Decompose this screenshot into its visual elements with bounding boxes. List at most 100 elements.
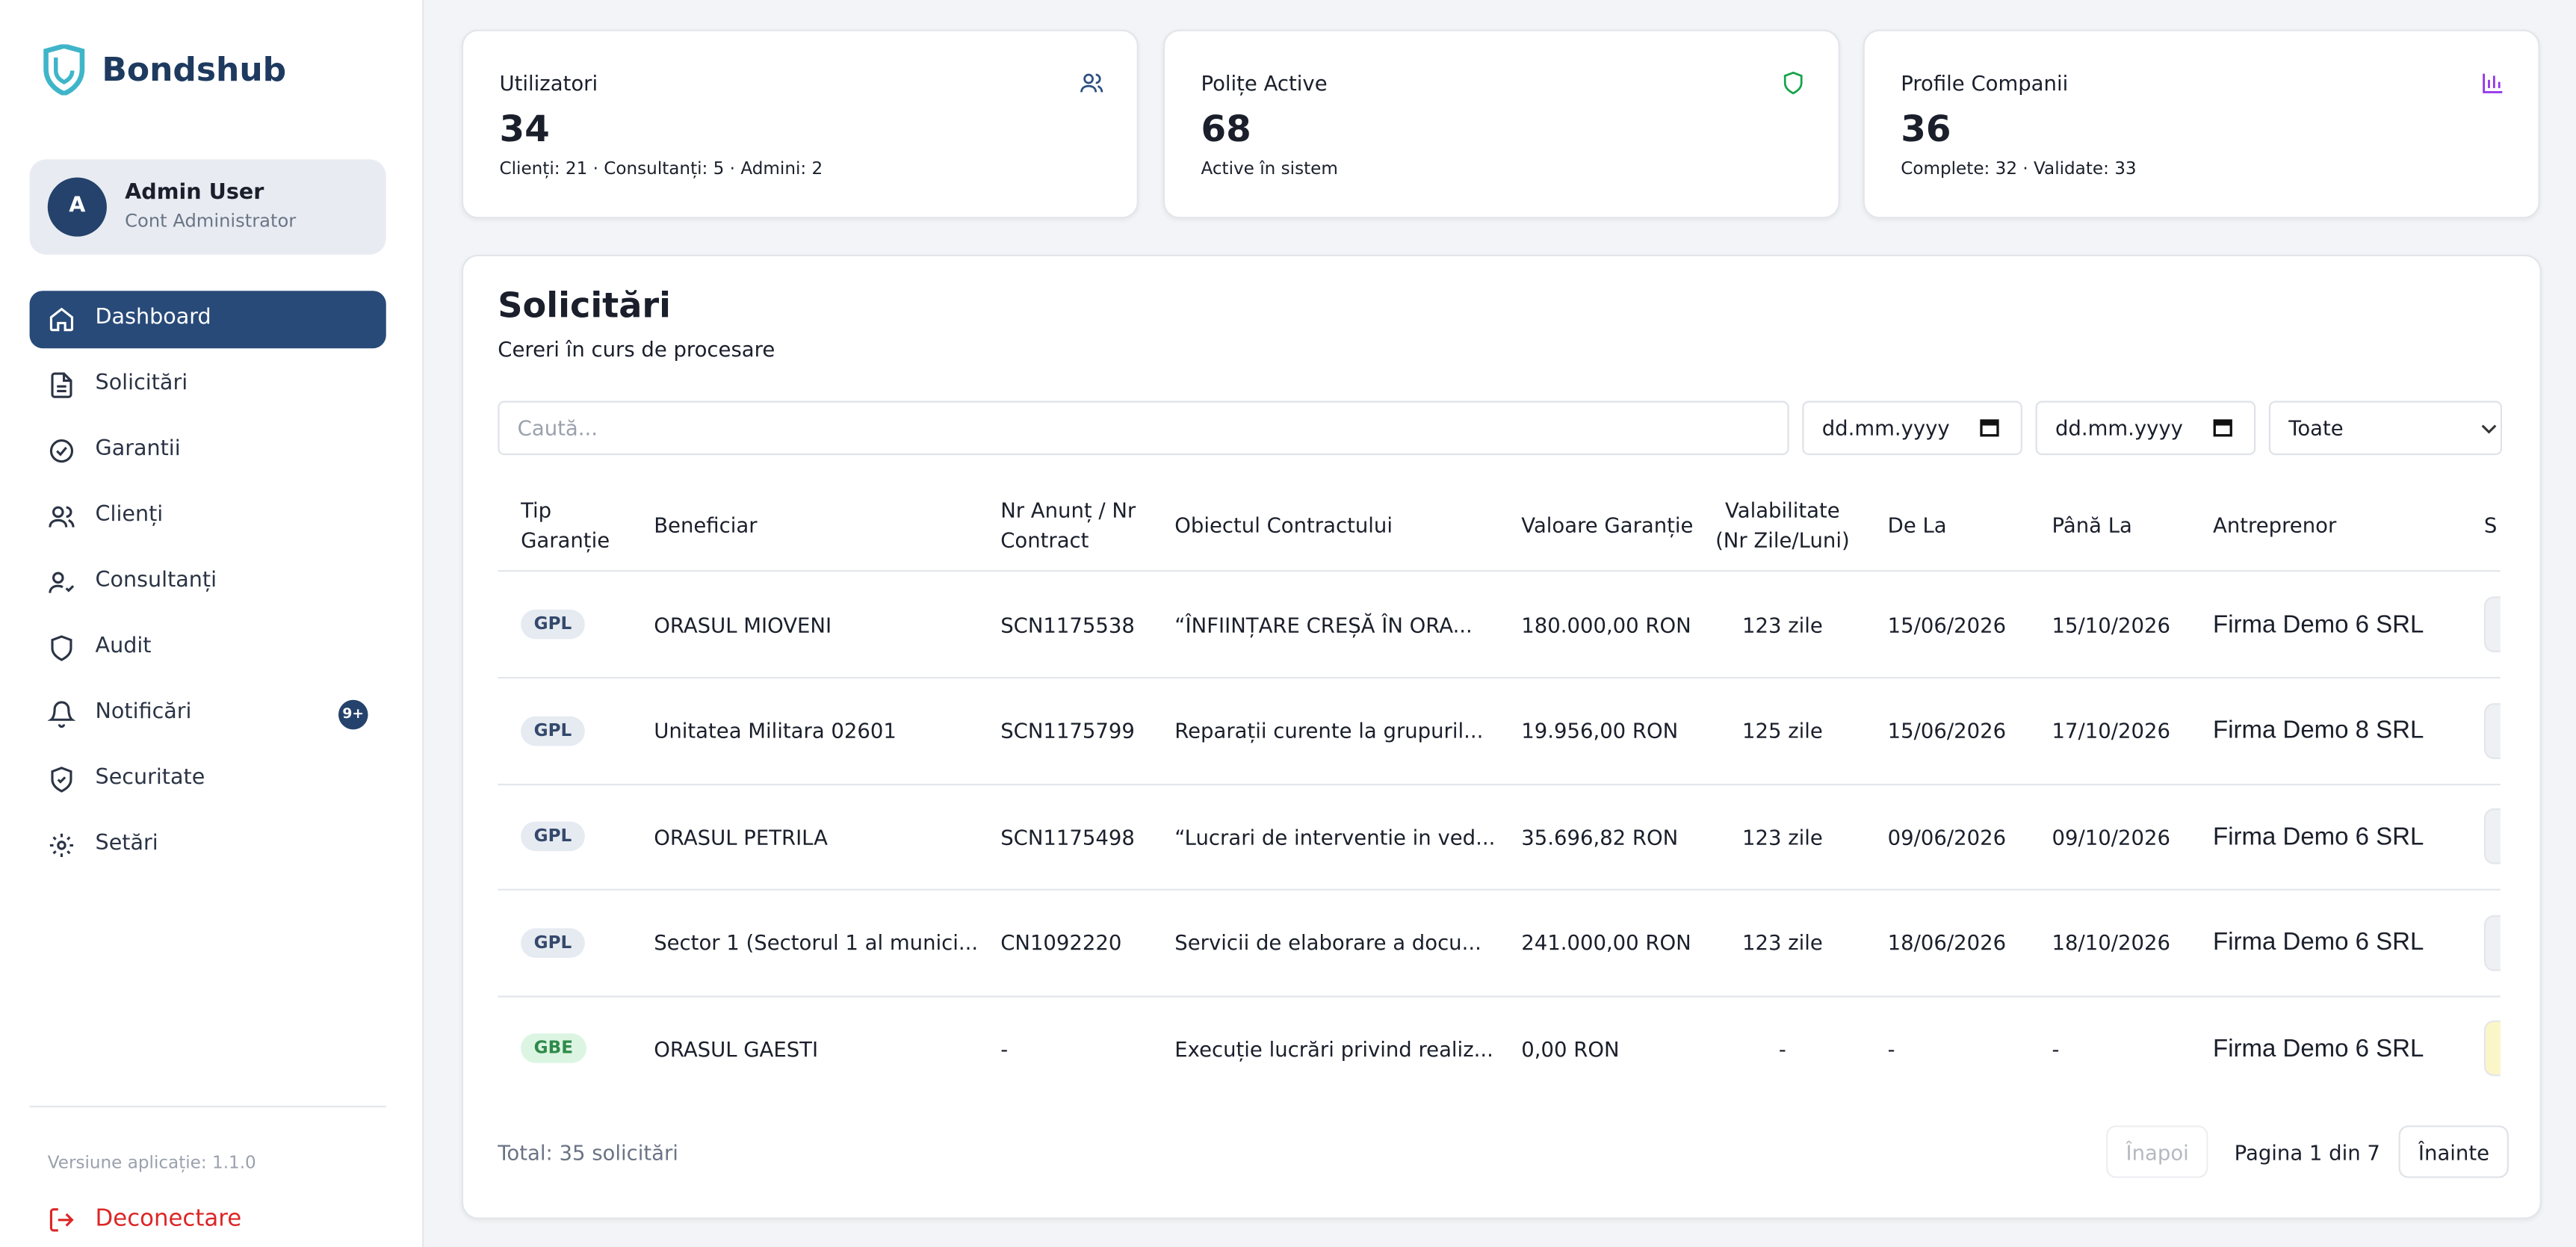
user-name: Admin User — [125, 180, 264, 205]
nav-item[interactable]: Dashboard — [29, 291, 386, 349]
avatar: A — [47, 177, 107, 237]
nav-badge: 9+ — [338, 699, 368, 730]
cell: 18/06/2026 — [1887, 930, 2007, 956]
cell: Firma Demo 6 SRL — [2213, 929, 2424, 957]
row-action[interactable] — [2483, 808, 2501, 865]
nav-label: Setări — [95, 831, 158, 856]
filter-select[interactable]: Toate — [2268, 400, 2503, 456]
nav-label: Audit — [95, 634, 152, 659]
cell: 15/10/2026 — [2052, 612, 2170, 637]
nav-item[interactable]: Securitate — [30, 751, 386, 808]
nav-label: Securitate — [95, 765, 205, 790]
logo-icon — [43, 44, 85, 96]
next-button[interactable]: Înainte — [2398, 1125, 2510, 1178]
stat-card: Polițe Active 68 Active în sistem — [1162, 29, 1840, 219]
cell: - — [2052, 1036, 2060, 1062]
cell: Firma Demo 6 SRL — [2213, 1035, 2424, 1063]
user-card[interactable]: A Admin User Cont Administrator — [29, 159, 386, 255]
nav-item[interactable]: Notificări 9+ — [30, 685, 386, 743]
nav-label: Clienți — [95, 502, 164, 527]
column-header: Până La — [2052, 513, 2132, 538]
cell: - — [1000, 1036, 1009, 1062]
prev-button[interactable]: Înapoi — [2106, 1125, 2209, 1178]
nav-item[interactable]: Garantii — [30, 422, 386, 480]
cell: ORASUL PETRILA — [654, 824, 828, 850]
cell: “ÎNFIINȚARE CREȘĂ ÎN ORA... — [1174, 612, 1473, 637]
nav-item[interactable]: Solicitări — [30, 356, 386, 414]
calendar-icon — [1980, 419, 1999, 437]
nav-label: Solicitări — [95, 371, 188, 396]
stat-value: 34 — [499, 110, 550, 152]
cell: CN1092220 — [1000, 930, 1122, 956]
cell: Firma Demo 6 SRL — [2213, 610, 2424, 639]
cell: Firma Demo 6 SRL — [2213, 823, 2424, 851]
nav-icon — [49, 439, 74, 463]
nav-icon — [49, 572, 75, 593]
column-header: De La — [1887, 513, 1947, 538]
logout[interactable]: Deconectare — [95, 1206, 242, 1233]
nav-item[interactable]: Consultanți — [30, 554, 386, 611]
cell: 15/06/2026 — [1887, 718, 2007, 743]
cell: 35.696,82 RON — [1521, 824, 1679, 850]
nav-label: Garantii — [95, 436, 181, 462]
type-badge: GBE — [521, 1034, 586, 1064]
nav-item[interactable]: Audit — [30, 619, 386, 677]
brand: Bondshub — [102, 49, 287, 89]
card-icon — [1783, 71, 1803, 95]
date-from[interactable]: dd.mm.yyyy — [1802, 400, 2022, 456]
row-action[interactable] — [2483, 915, 2501, 971]
nav-item[interactable]: Setări — [30, 817, 386, 874]
column-header: S — [2483, 513, 2498, 538]
cell: 18/10/2026 — [2052, 930, 2170, 956]
column-header: Tip Garanție — [521, 498, 610, 552]
date-to[interactable]: dd.mm.yyyy — [2035, 400, 2256, 456]
nav-icon — [47, 701, 76, 728]
row-action[interactable] — [2483, 596, 2501, 653]
stat-note: Complete: 32 · Validate: 33 — [1901, 159, 2137, 179]
row-border — [498, 995, 2501, 997]
column-header: Beneficiar — [654, 513, 758, 538]
type-badge: GPL — [521, 609, 585, 640]
panel-subtitle: Cereri în curs de procesare — [498, 336, 775, 362]
nav-icon — [51, 767, 72, 793]
row-border — [498, 783, 2501, 785]
cell: Reparații curente la grupuril... — [1174, 718, 1484, 743]
cell: 09/10/2026 — [2052, 824, 2170, 850]
cell: 15/06/2026 — [1887, 612, 2007, 637]
cell: “Lucrari de interventie in ved... — [1174, 824, 1496, 850]
nav-label: Notificări — [95, 699, 192, 725]
stat-title: Profile Companii — [1901, 70, 2069, 96]
row-border — [498, 889, 2501, 891]
cell: 180.000,00 RON — [1521, 612, 1691, 637]
row-action[interactable] — [2483, 1021, 2501, 1077]
column-header: Obiectul Contractului — [1174, 513, 1393, 538]
page-indicator: Pagina 1 din 7 — [2234, 1140, 2380, 1166]
cell: SCN1175498 — [1000, 824, 1135, 850]
logout-icon — [49, 1208, 74, 1232]
cell: 17/10/2026 — [2052, 718, 2170, 743]
stat-card: Profile Companii 36 Complete: 32 · Validat… — [1863, 29, 2540, 219]
row-action[interactable] — [2483, 702, 2501, 759]
cell: ORASUL GAESTI — [654, 1036, 819, 1062]
stat-card: Utilizatori 34 Clienți: 21 · Consultanți: … — [461, 29, 1139, 219]
cell: Servicii de elaborare a docu... — [1174, 930, 1481, 956]
cell: 123 zile — [1742, 930, 1823, 956]
cell: SCN1175799 — [1000, 718, 1135, 743]
total: Total: 35 solicitări — [498, 1140, 678, 1166]
cell: ORASUL MIOVENI — [654, 612, 832, 637]
divider — [29, 1105, 386, 1108]
chevron — [2481, 424, 2497, 434]
calendar-icon — [2213, 419, 2232, 437]
nav-icon — [49, 833, 74, 857]
column-header: Nr Anunț / Nr Contract — [1000, 498, 1136, 552]
search-input[interactable]: Caută... — [498, 400, 1789, 456]
cell: 125 zile — [1742, 718, 1823, 743]
nav-icon — [51, 372, 72, 398]
stat-value: 36 — [1901, 110, 1951, 152]
nav-item[interactable]: Clienți — [30, 488, 386, 545]
cell: Unitatea Militara 02601 — [654, 718, 897, 743]
column-header: Antreprenor — [2213, 513, 2337, 538]
column-header: Valabilitate (Nr Zile/Luni) — [1715, 498, 1850, 552]
